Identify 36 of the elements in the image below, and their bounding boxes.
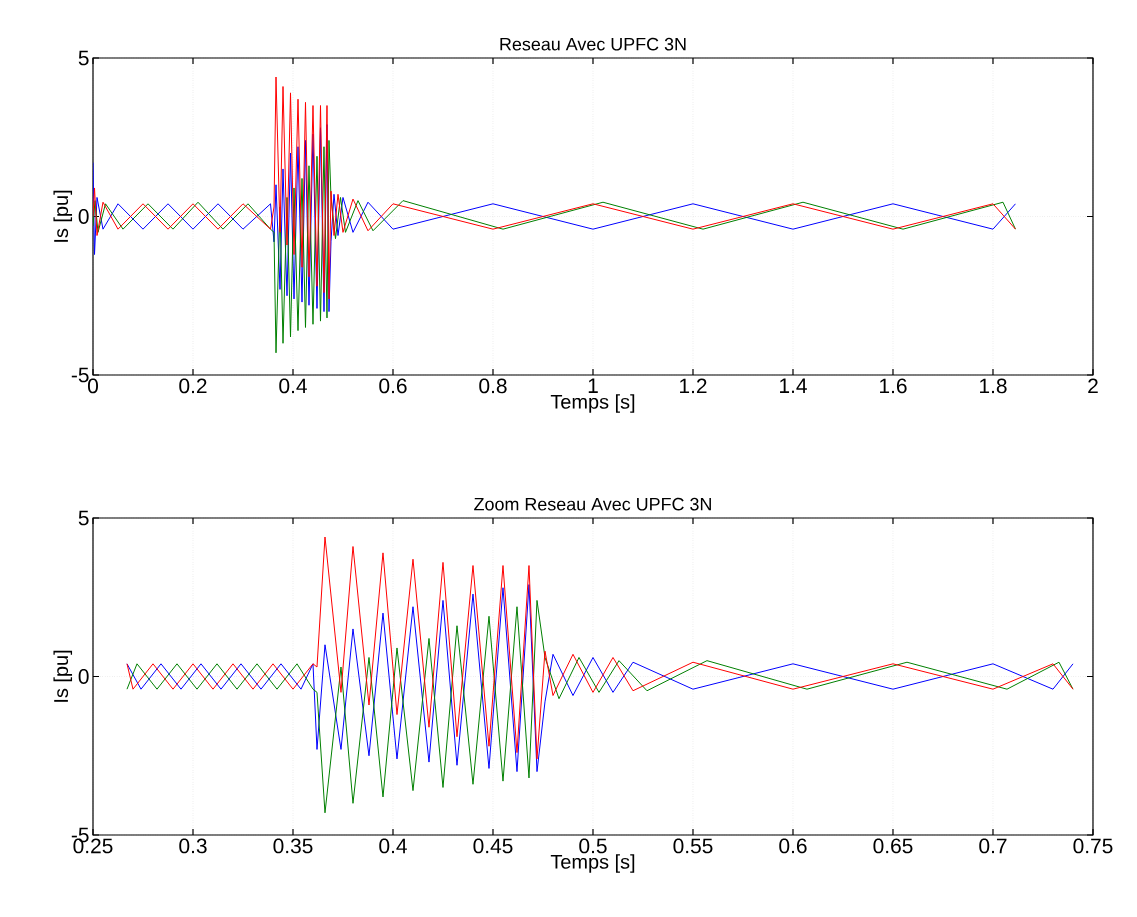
y-axis-title: Is [pu] — [53, 190, 73, 242]
chart-title: Zoom Reseau Avec UPFC 3N — [474, 497, 711, 511]
y-tick-label: 5 — [78, 50, 89, 66]
x-tick-label: 0.2 — [179, 378, 207, 394]
x-tick-label: 1.4 — [780, 378, 807, 393]
x-tick-label: 0.55 — [673, 838, 713, 854]
x-tick-label: 0.3 — [179, 838, 207, 854]
x-tick-label: 0.8 — [479, 378, 507, 394]
x-tick-label: 0.7 — [979, 838, 1007, 854]
y-tick-label: 0 — [78, 209, 89, 224]
line-series — [93, 139, 1016, 354]
x-tick-label: 0.6 — [379, 378, 407, 394]
x-tick-label: 0.5 — [579, 838, 607, 854]
x-axis-title: Temps [s] — [550, 854, 635, 873]
y-tick-label: 5 — [78, 510, 89, 526]
x-tick-label: 1.8 — [980, 378, 1007, 394]
x-tick-label: 0.4 — [279, 378, 307, 394]
x-tick-label: 0.4 — [379, 838, 407, 854]
x-tick-label: 0.35 — [273, 838, 313, 854]
line-series — [93, 76, 1016, 300]
x-tick-label: 0.6 — [779, 838, 807, 854]
line-series — [126, 599, 1074, 814]
y-tick-label: -5 — [71, 367, 89, 383]
y-tick-label: 0 — [78, 669, 89, 684]
x-tick-label: 1.2 — [680, 378, 707, 394]
line-series — [126, 536, 1074, 760]
x-tick-label: 1.6 — [880, 378, 907, 394]
x-tick-label: 1 — [588, 378, 598, 393]
x-axis-title: Temps [s] — [550, 394, 635, 413]
x-tick-label: 0.65 — [873, 838, 913, 854]
x-tick-label: 0.45 — [473, 838, 513, 854]
chart-title: Reseau Avec UPFC 3N — [500, 37, 686, 51]
line-series — [126, 584, 1074, 773]
x-tick-label: 0.75 — [1073, 838, 1113, 854]
x-tick-label: 2 — [1088, 378, 1098, 394]
y-axis-title: Is [pu] — [53, 650, 73, 702]
